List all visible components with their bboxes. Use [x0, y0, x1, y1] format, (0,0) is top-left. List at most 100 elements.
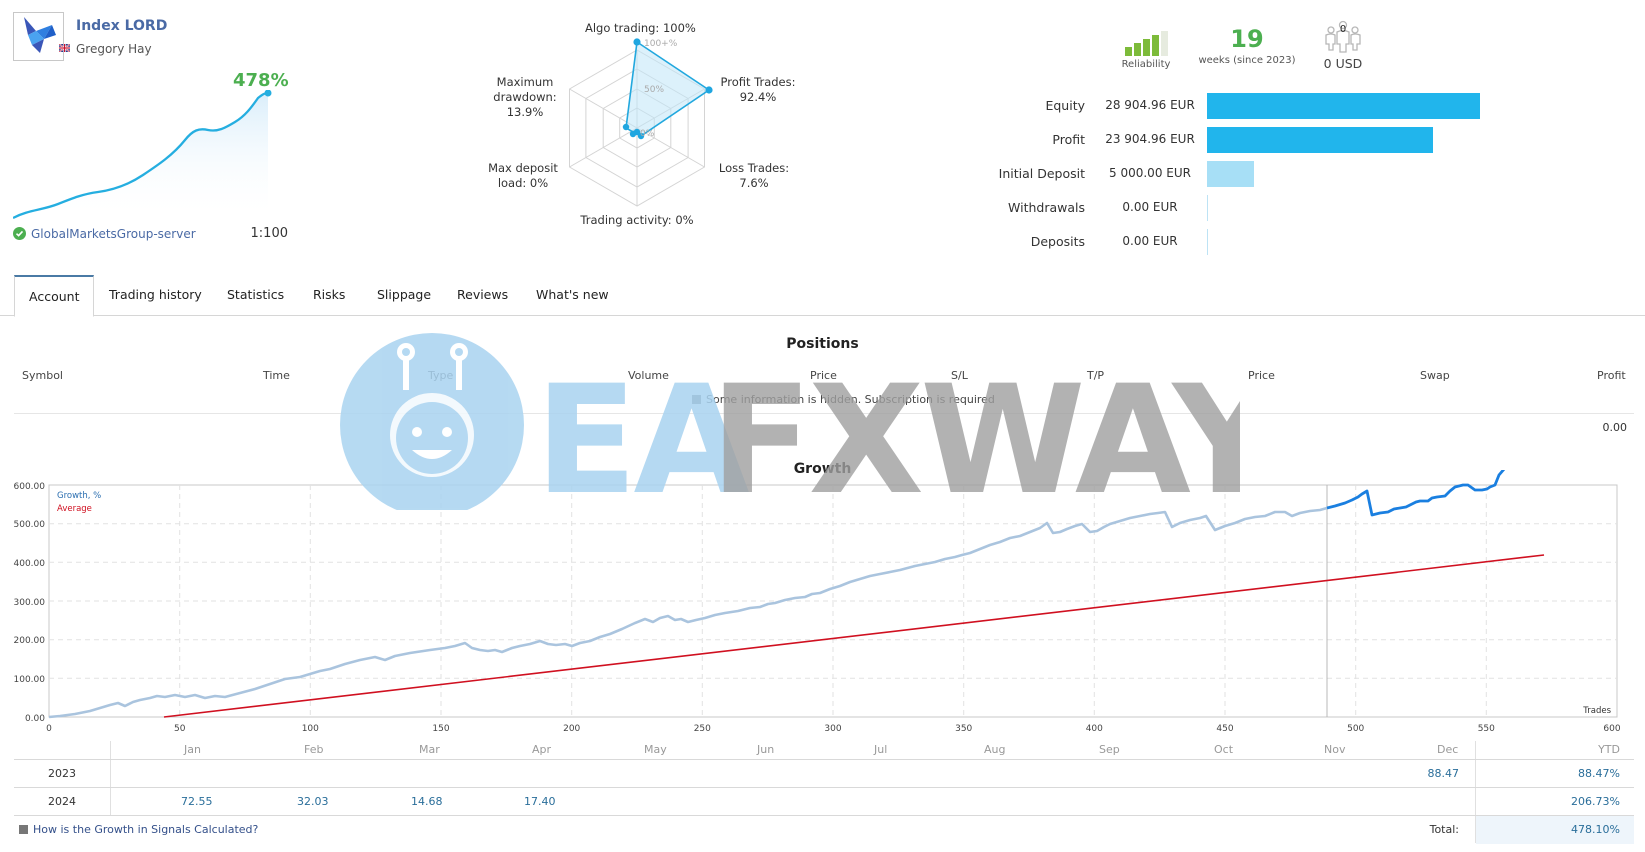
tab-account[interactable]: Account [14, 275, 95, 317]
month-aug: Aug [984, 743, 1006, 756]
withdrawals-label: Withdrawals [1008, 199, 1085, 215]
verified-check-icon [13, 227, 26, 240]
month-oct: Oct [1214, 743, 1234, 756]
x-tick-50: 50 [174, 724, 186, 734]
x-tick-600: 600 [1603, 724, 1620, 734]
legend-growth: Growth, % [57, 491, 101, 501]
y-tick-400: 400.00 [14, 559, 46, 569]
col-volume[interactable]: Volume [628, 369, 669, 382]
col-sl[interactable]: S/L [951, 369, 968, 382]
account-money-summary: Equity 28 904.96 EUR Profit 23 904.96 EU… [990, 88, 1630, 258]
radar-label-profit-value: 92.4% [739, 90, 777, 104]
year-2024: 2024 [48, 795, 76, 808]
month-sep: Sep [1099, 743, 1120, 756]
growth-help-text[interactable]: How is the Growth in Signals Calculated? [33, 823, 259, 836]
ytd-header: YTD [1598, 743, 1620, 756]
col-swap[interactable]: Swap [1420, 369, 1450, 382]
x-tick-450: 450 [1216, 724, 1233, 734]
signal-card: Index LORD Gregory Hay 478% GlobalMarket… [13, 12, 303, 247]
deposits-value: 0.00 EUR [1122, 234, 1178, 248]
y-tick-500: 500.00 [14, 520, 46, 530]
equity-bar [1207, 93, 1480, 119]
weeks-number: 19 [1230, 25, 1264, 53]
radar-label-loss: Loss Trades: 7.6% [717, 161, 791, 191]
signal-name[interactable]: Index LORD [76, 18, 168, 34]
legend-average: Average [57, 504, 92, 514]
y-tick-300: 300.00 [14, 598, 46, 608]
radar-label-drawdown-title: Maximum [496, 75, 554, 89]
reliability-indicator[interactable]: Reliability [1115, 28, 1177, 70]
total-value: 478.10% [1571, 823, 1620, 836]
growth-chart: 600.00 500.00 400.00 300.00 200.00 100.0… [14, 470, 1621, 734]
withdrawals-row: Withdrawals 0.00 EUR [990, 190, 1630, 224]
server-name[interactable]: GlobalMarketsGroup-server [31, 226, 196, 241]
value-2024-jan[interactable]: 72.55 [181, 795, 213, 808]
month-jul: Jul [874, 743, 888, 756]
tab-reviews[interactable]: Reviews [457, 287, 509, 302]
radar-label-drawdown-title2: drawdown: [493, 90, 557, 104]
radar-chart: 100+% 50% 0% Algo trading: 100% Profit T… [455, 10, 795, 245]
positions-title: Positions [786, 336, 859, 352]
tab-statistics[interactable]: Statistics [227, 287, 285, 302]
hidden-info-text: Some information is hidden. Subscription… [706, 393, 995, 406]
tab-whats-new[interactable]: What's new [536, 287, 609, 302]
monthly-header-row: Jan Feb Mar Apr May Jun Jul Aug Sep Oct … [14, 741, 1634, 760]
radar-label-activity: Trading activity: 0% [580, 213, 694, 227]
month-jan: Jan [184, 743, 201, 756]
month-nov: Nov [1324, 743, 1346, 756]
col-type[interactable]: Type [428, 369, 454, 382]
month-dec: Dec [1437, 743, 1459, 756]
y-tick-100: 100.00 [14, 675, 46, 685]
x-tick-150: 150 [432, 724, 449, 734]
profit-value: 23 904.96 EUR [1105, 132, 1195, 146]
ytd-2024: 206.73% [1571, 795, 1620, 808]
col-symbol[interactable]: Symbol [22, 369, 63, 382]
value-2024-feb[interactable]: 32.03 [297, 795, 329, 808]
reliability-label: Reliability [1121, 59, 1171, 70]
subscribers[interactable]: 0 0 USD [1318, 20, 1368, 71]
tab-slippage[interactable]: Slippage [377, 287, 432, 302]
y-tick-200: 200.00 [14, 636, 46, 646]
monthly-row-2024: 2024 72.55 32.03 14.68 17.40 206.73% [14, 788, 1634, 816]
growth-help-link[interactable]: How is the Growth in Signals Calculated? [19, 823, 258, 836]
month-mar: Mar [419, 743, 440, 756]
ytd-2023: 88.47% [1578, 767, 1620, 780]
radar-label-loss-title: Loss Trades: [718, 161, 790, 175]
growth-percent: 478% [233, 70, 289, 91]
signal-avatar[interactable] [13, 12, 64, 61]
month-feb: Feb [304, 743, 324, 756]
radar-label-loss-value: 7.6% [739, 176, 769, 190]
value-2023-dec[interactable]: 88.47 [1427, 767, 1460, 780]
leverage: 1:100 [250, 226, 288, 241]
col-open-price[interactable]: Price [810, 369, 837, 382]
year-column-divider [110, 741, 111, 816]
radar-label-drawdown: Maximum drawdown: 13.9% [491, 75, 559, 120]
weeks-label: weeks (since 2023) [1198, 55, 1296, 66]
value-2024-apr[interactable]: 17.40 [524, 795, 556, 808]
month-may: May [644, 743, 667, 756]
col-tp[interactable]: T/P [1087, 369, 1105, 382]
y-tick-600: 600.00 [14, 482, 46, 492]
author-name[interactable]: Gregory Hay [76, 42, 152, 56]
positions-divider [14, 413, 1634, 414]
help-icon [19, 825, 28, 834]
tab-bar: Account Trading history Statistics Risks… [0, 275, 1645, 317]
profit-bar [1207, 127, 1433, 153]
col-price[interactable]: Price [1248, 369, 1275, 382]
total-label: Total: [1429, 823, 1459, 836]
subscribers-count: 0 [1339, 24, 1347, 35]
x-tick-400: 400 [1086, 724, 1103, 734]
radar-label-algo: Algo trading: 100% [585, 21, 696, 35]
tab-risks[interactable]: Risks [313, 287, 346, 302]
initial-deposit-bar [1207, 161, 1254, 187]
radar-label-drawdown-value: 13.9% [506, 105, 544, 119]
x-tick-200: 200 [563, 724, 580, 734]
tab-trading-history[interactable]: Trading history [109, 287, 202, 302]
col-time[interactable]: Time [263, 369, 290, 382]
initial-deposit-label: Initial Deposit [998, 165, 1085, 181]
value-2024-mar[interactable]: 14.68 [411, 795, 443, 808]
growth-title: Growth [793, 461, 852, 477]
col-profit[interactable]: Profit [1597, 369, 1626, 382]
hidden-info-note: Some information is hidden. Subscription… [692, 393, 995, 406]
x-axis-label: Trades [1582, 706, 1611, 716]
